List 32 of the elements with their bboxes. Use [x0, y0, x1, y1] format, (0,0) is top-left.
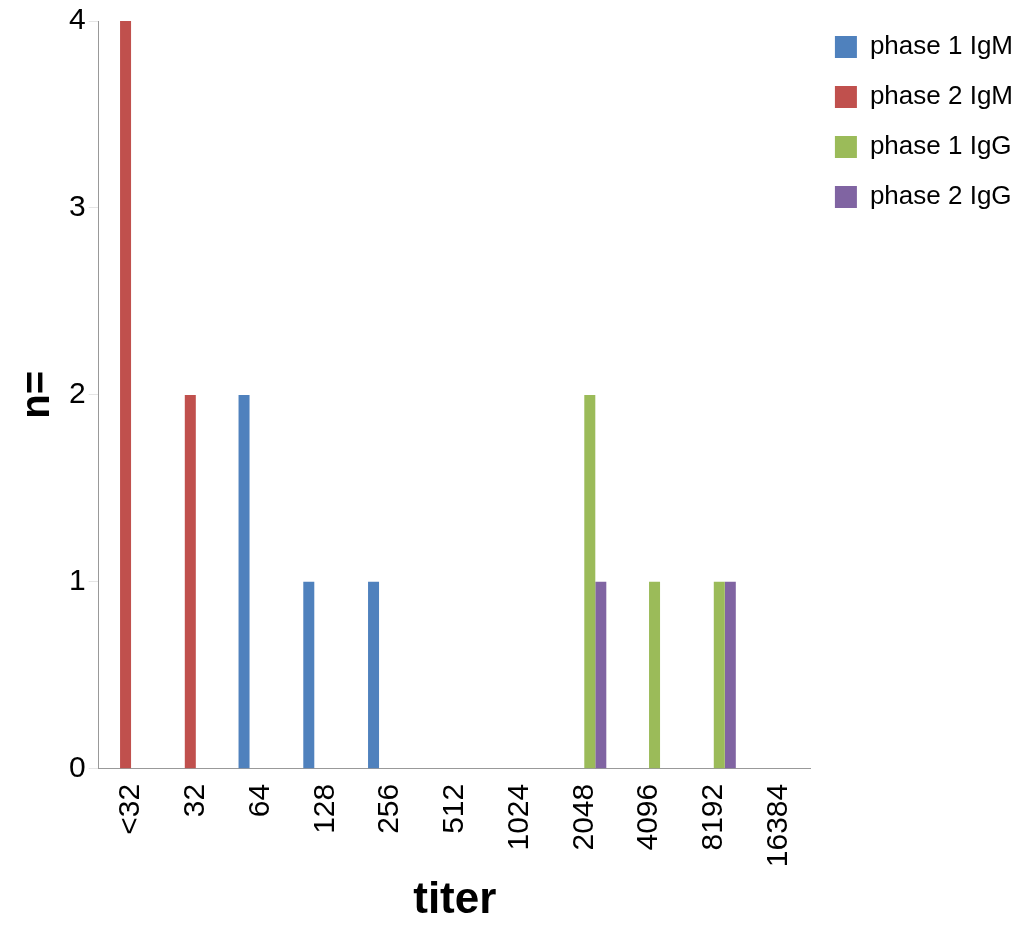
bar	[649, 581, 661, 769]
x-tick-label: 64	[241, 783, 275, 818]
y-tick-label: 3	[69, 189, 86, 223]
bar	[713, 581, 725, 769]
y-axis-title: n=	[13, 370, 58, 419]
bar	[368, 581, 380, 769]
y-tick-label: 2	[69, 376, 86, 410]
bar	[238, 394, 250, 769]
x-tick-label: 1024	[500, 783, 534, 851]
x-tick-label: 256	[371, 783, 405, 834]
legend-label: phase 1 IgM	[869, 30, 1013, 61]
x-tick-label: 4096	[630, 783, 664, 851]
y-tick-label: 0	[69, 750, 86, 784]
x-tick-label: 2048	[565, 783, 599, 851]
bar	[184, 394, 196, 769]
x-tick-label: 512	[436, 783, 470, 834]
legend-label: phase 1 IgG	[869, 130, 1012, 161]
x-tick-label: <32	[112, 783, 146, 835]
x-tick-label: 16384	[759, 783, 793, 868]
bar	[584, 394, 596, 769]
x-tick-label: 32	[177, 783, 211, 818]
bar	[303, 581, 315, 769]
bar	[595, 581, 607, 769]
bar	[724, 581, 736, 769]
legend-label: phase 2 IgM	[869, 80, 1013, 111]
bar	[120, 21, 132, 769]
y-tick-label: 1	[69, 563, 86, 597]
x-tick-label: 8192	[695, 783, 729, 851]
x-tick-label: 128	[306, 783, 340, 834]
x-axis-title: titer	[413, 872, 497, 922]
y-tick-label: 4	[69, 2, 86, 36]
legend-label: phase 2 IgG	[869, 180, 1012, 211]
